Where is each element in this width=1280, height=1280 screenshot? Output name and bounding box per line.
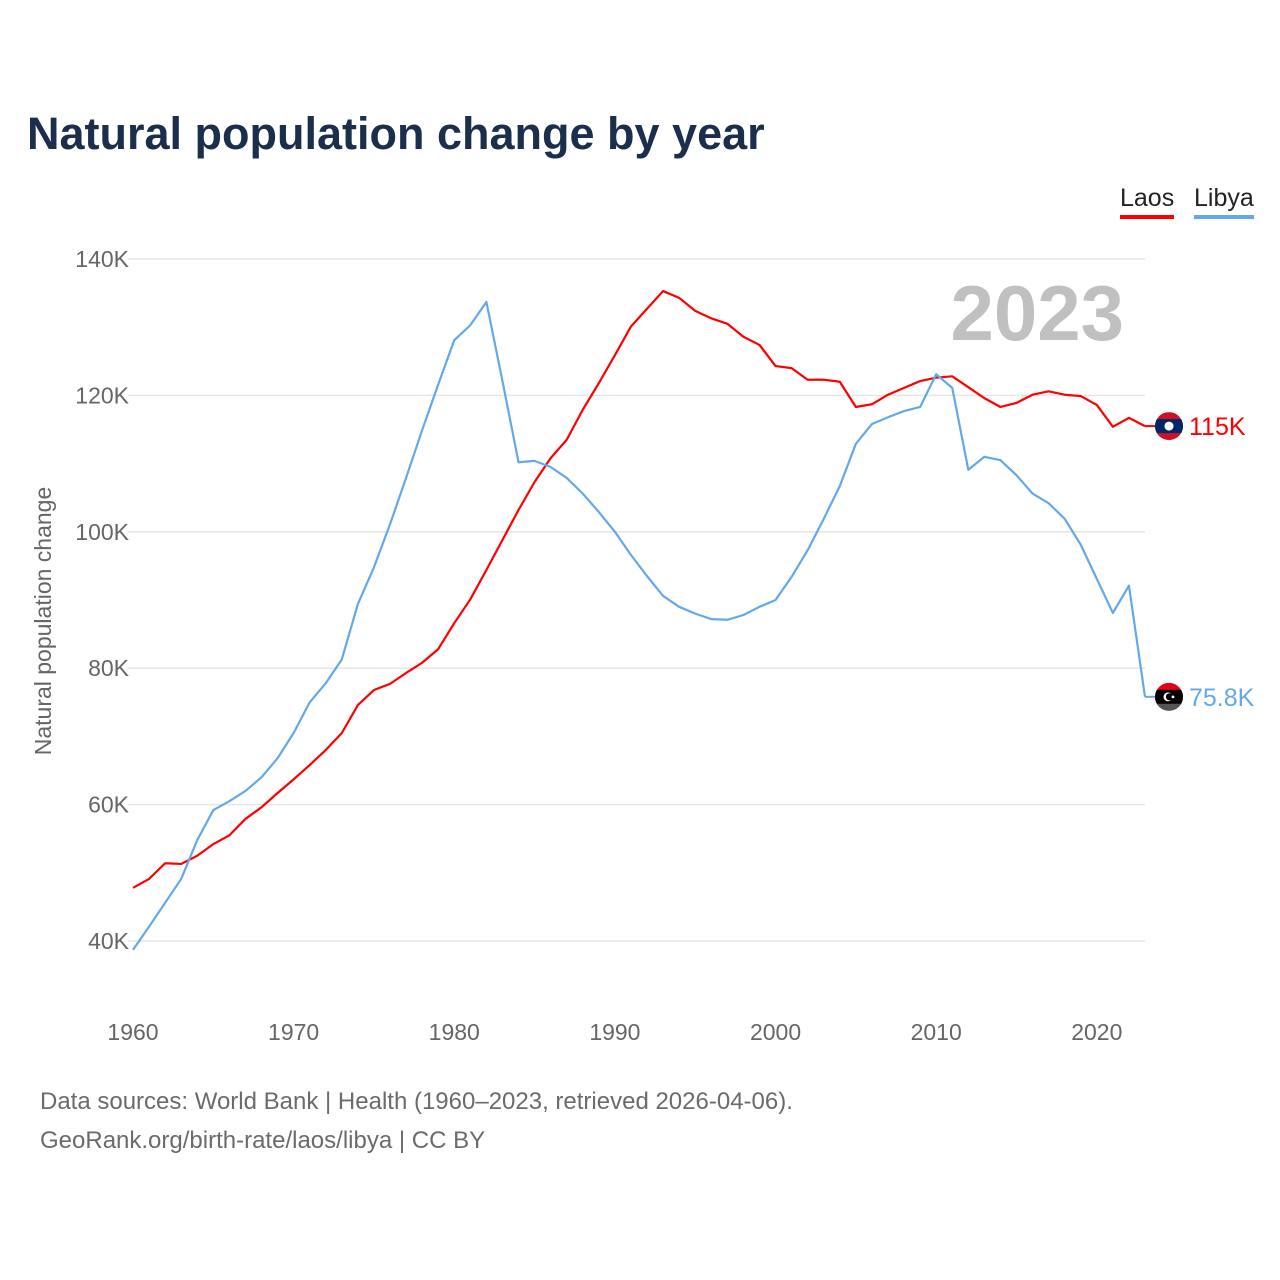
series-line-libya xyxy=(132,300,1147,951)
y-tick-label: 80K xyxy=(88,655,130,681)
x-tick-label: 2000 xyxy=(750,1019,801,1045)
legend-laos[interactable]: Laos xyxy=(1120,184,1175,219)
y-tick-label: 60K xyxy=(88,792,130,818)
libya-flag-icon xyxy=(1155,682,1183,711)
y-tick-label: 40K xyxy=(88,928,130,954)
year-watermark: 2023 xyxy=(950,269,1124,357)
laos-flag-icon xyxy=(1155,412,1183,441)
y-tick-label: 120K xyxy=(75,382,129,408)
legend-libya[interactable]: Libya xyxy=(1194,184,1254,219)
x-tick-label: 2010 xyxy=(911,1019,962,1045)
x-tick-label: 1980 xyxy=(429,1019,480,1045)
chart-title: Natural population change by year xyxy=(27,108,765,159)
data-sources: Data sources: World Bank | Health (1960–… xyxy=(40,1088,793,1115)
x-tick-label: 1970 xyxy=(268,1019,319,1045)
x-tick-label: 2020 xyxy=(1071,1019,1122,1045)
y-tick-label: 100K xyxy=(75,519,129,545)
credit-line: GeoRank.org/birth-rate/laos/libya | CC B… xyxy=(40,1127,486,1154)
y-axis-label: Natural population change xyxy=(30,487,56,756)
x-tick-label: 1990 xyxy=(589,1019,640,1045)
y-tick-label: 140K xyxy=(75,246,129,272)
end-value-label-libya: 75.8K xyxy=(1189,684,1255,712)
end-value-label-laos: 115K xyxy=(1189,413,1246,441)
series-line-laos xyxy=(132,289,1146,889)
x-tick-label: 1960 xyxy=(107,1019,158,1045)
